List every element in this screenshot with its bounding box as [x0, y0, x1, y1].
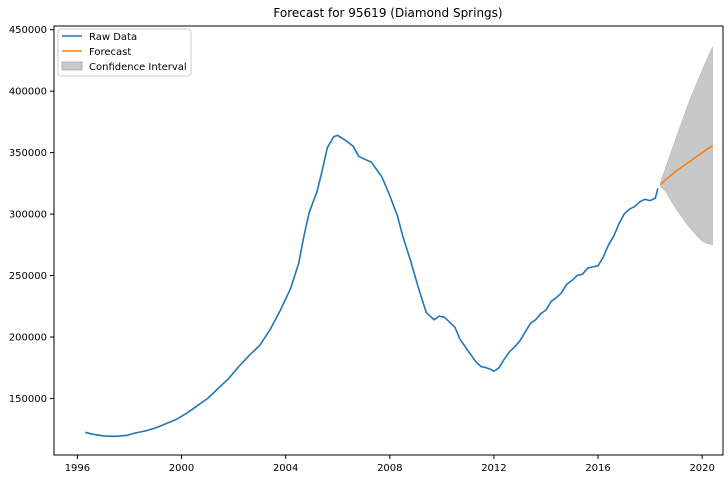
x-tick-label: 2008 — [377, 463, 402, 474]
legend-confidence-interval-swatch — [61, 61, 83, 71]
y-tick-label: 150000 — [9, 394, 47, 405]
x-tick-label: 2012 — [481, 463, 506, 474]
x-tick-label: 2004 — [273, 463, 298, 474]
legend-confidence-interval-label: Confidence Interval — [89, 62, 187, 73]
y-tick-label: 200000 — [9, 332, 47, 343]
x-axis: 1996 2000 2004 2008 2012 2016 2020 — [65, 455, 715, 474]
series-forecast — [659, 145, 714, 186]
legend-box — [57, 28, 192, 77]
legend: Raw Data Forecast Confidence Interval — [57, 28, 192, 77]
x-tick-label: 2020 — [689, 463, 714, 474]
y-tick-label: 450000 — [9, 25, 47, 36]
y-tick-label: 300000 — [9, 210, 47, 221]
x-tick-label: 2016 — [585, 463, 610, 474]
x-tick-label: 2000 — [169, 463, 194, 474]
plot-frame — [53, 25, 724, 456]
y-tick-label: 400000 — [9, 87, 47, 98]
series-layer — [85, 134, 714, 438]
chart-title: Forecast for 95619 (Diamond Springs) — [273, 6, 502, 20]
y-tick-label: 350000 — [9, 148, 47, 159]
confidence-interval-layer — [660, 46, 713, 246]
confidence-interval-band — [660, 46, 713, 246]
raw-data-line — [85, 134, 659, 438]
series-raw-data — [85, 134, 659, 438]
legend-forecast-label: Forecast — [89, 47, 131, 58]
y-tick-label: 250000 — [9, 271, 47, 282]
x-tick-label: 1996 — [65, 463, 90, 474]
legend-raw-data-label: Raw Data — [89, 32, 137, 43]
y-axis: 150000 200000 250000 300000 350000 400000 4500… — [9, 25, 54, 405]
plot-area — [54, 26, 723, 455]
